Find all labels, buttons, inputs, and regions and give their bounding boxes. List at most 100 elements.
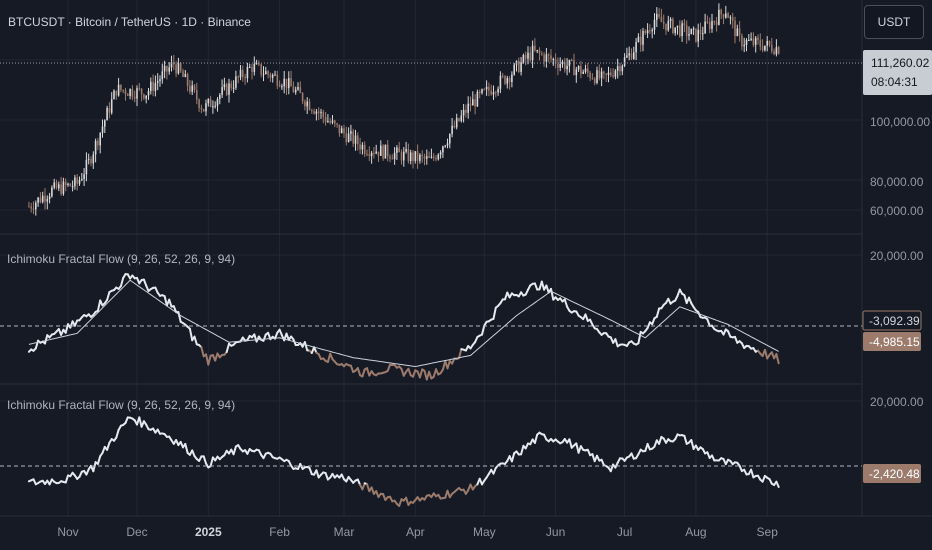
- candle-body: [619, 66, 621, 72]
- candle-body: [665, 23, 667, 31]
- candle-body: [216, 99, 219, 106]
- flow-line-segment: [563, 298, 569, 308]
- candle-body: [87, 158, 90, 160]
- candle-body: [64, 181, 67, 186]
- flow-line-segment: [750, 468, 755, 479]
- candle-body: [566, 65, 568, 70]
- flow2-value-label: -2,420.48: [869, 467, 920, 481]
- flow-line-segment: [191, 449, 196, 458]
- candle-body: [423, 156, 426, 159]
- flow-line-segment: [106, 291, 111, 301]
- candle-body: [35, 202, 37, 210]
- candle-body: [771, 44, 773, 52]
- flow-line-segment: [315, 469, 320, 479]
- candle-body: [711, 21, 713, 29]
- candle-body: [396, 147, 398, 153]
- candle-body: [575, 69, 578, 76]
- candle-body: [591, 78, 594, 80]
- flow-line-segment: [637, 330, 642, 345]
- candle-body: [193, 85, 196, 91]
- candle-body: [384, 144, 387, 159]
- currency-button[interactable]: USDT: [864, 5, 924, 39]
- candle-body: [67, 183, 69, 186]
- candle-body: [704, 21, 706, 34]
- candle-body: [60, 184, 62, 194]
- flow-line-segment: [303, 341, 309, 352]
- fractal-flow-panel-2[interactable]: [27, 416, 780, 507]
- flow-line-segment: [96, 299, 102, 312]
- candle-body: [90, 158, 92, 164]
- candle-body: [129, 89, 131, 96]
- candle-body: [766, 40, 768, 46]
- candle-body: [587, 68, 589, 73]
- candle-body: [460, 115, 463, 121]
- candle-body: [327, 121, 329, 123]
- candle-body: [235, 76, 237, 88]
- time-tick-label: Jun: [546, 525, 565, 539]
- candle-body: [722, 14, 725, 18]
- candle-body: [444, 145, 446, 147]
- price-candles[interactable]: [28, 3, 780, 216]
- candle-body: [639, 36, 642, 45]
- flow-line-segment: [262, 333, 267, 342]
- candle-body: [329, 121, 331, 123]
- candle-body: [336, 123, 338, 125]
- candle-body: [175, 64, 177, 74]
- candle-body: [582, 71, 584, 74]
- flow-line-segment: [200, 346, 205, 358]
- candle-body: [306, 101, 308, 107]
- candle-body: [409, 152, 412, 162]
- candle-body: [225, 84, 228, 95]
- candle-body: [41, 195, 44, 203]
- candle-body: [708, 22, 711, 29]
- candle-body: [552, 59, 555, 61]
- candle-body: [603, 71, 605, 74]
- candle-body: [258, 63, 260, 65]
- candle-body: [368, 154, 371, 157]
- candle-body: [124, 90, 127, 95]
- candle-body: [501, 75, 504, 77]
- candle-body: [117, 84, 120, 96]
- time-tick-label: Dec: [126, 525, 147, 539]
- candle-body: [547, 54, 550, 56]
- symbol-title: BTCUSDT · Bitcoin / TetherUS · 1D · Bina…: [8, 15, 251, 29]
- candle-body: [435, 157, 437, 160]
- candle-body: [564, 61, 566, 70]
- candle-body: [386, 144, 389, 157]
- flow-line-segment: [458, 348, 463, 360]
- candle-body: [248, 67, 251, 69]
- candle-body: [375, 151, 377, 154]
- candle-body: [584, 68, 587, 72]
- candle-body: [377, 151, 380, 156]
- candle-body: [251, 67, 253, 72]
- flow-line-segment: [225, 342, 230, 354]
- candle-body: [244, 77, 246, 79]
- candle-body: [308, 101, 311, 111]
- candle-body: [541, 53, 543, 55]
- flow-line-segment: [614, 338, 619, 348]
- candle-body: [350, 131, 352, 134]
- candle-body: [741, 35, 743, 47]
- candle-body: [690, 28, 693, 35]
- candle-body: [283, 78, 285, 87]
- candle-body: [754, 37, 757, 45]
- candle-body: [276, 74, 279, 86]
- candle-body: [773, 51, 775, 55]
- candle-body: [232, 87, 235, 89]
- flow-line-segment: [706, 318, 711, 327]
- candle-body: [345, 133, 348, 142]
- candle-body: [389, 156, 391, 159]
- fractal-flow-panel-1[interactable]: [27, 273, 780, 381]
- candle-body: [524, 54, 527, 59]
- candle-body: [672, 19, 674, 33]
- candle-body: [205, 103, 207, 112]
- candle-body: [469, 103, 472, 106]
- candle-body: [499, 75, 502, 89]
- candle-body: [106, 107, 108, 121]
- candle-body: [230, 83, 233, 89]
- candle-body: [467, 103, 469, 113]
- candle-body: [74, 177, 76, 187]
- flow-line-segment: [492, 306, 497, 320]
- candle-body: [430, 156, 433, 158]
- time-axis[interactable]: Nov Dec 2025 Feb Mar Apr May Jun Jul Aug Sep: [57, 525, 778, 539]
